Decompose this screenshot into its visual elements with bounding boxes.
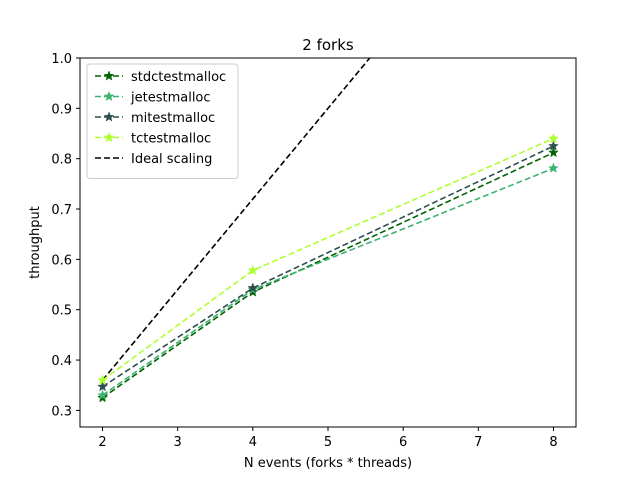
series-layer	[97, 58, 559, 403]
y-tick-label: 0.5	[51, 304, 72, 319]
x-tick-label: 4	[249, 435, 257, 450]
data-point-mitestmalloc	[97, 381, 108, 392]
ideal-scaling-line	[101, 58, 371, 381]
legend-marker	[103, 111, 115, 122]
legend-label: Ideal scaling	[131, 152, 212, 167]
legend-box	[86, 63, 239, 179]
data-point-jetestmalloc	[97, 389, 108, 400]
data-point-tctestmalloc	[548, 132, 559, 144]
axes: 2 3 4 5 6 7 8 0.3 0.4 0.5 0.6 0.7 0.8 0.9 1.0	[51, 52, 577, 450]
x-tick-label: 7	[474, 435, 482, 450]
x-tick-label: 2	[98, 435, 106, 450]
y-tick-label: 1.0	[51, 52, 72, 67]
data-point-tctestmalloc	[97, 374, 108, 385]
x-axis-label: N events (forks * threads)	[244, 456, 412, 471]
data-point-stdctestmalloc	[548, 146, 559, 158]
legend-label: mitestmalloc	[131, 111, 215, 126]
y-tick-label: 0.8	[51, 153, 72, 168]
y-axis-label: throughput	[28, 206, 43, 279]
y-tick-label: 0.3	[51, 404, 72, 419]
data-point-mitestmalloc	[247, 282, 259, 293]
y-tick-label: 0.9	[51, 102, 72, 117]
y-tick-label: 0.7	[51, 203, 72, 218]
data-point-mitestmalloc	[548, 140, 559, 151]
legend-label: stdctestmalloc	[131, 70, 226, 85]
x-tick-label: 8	[549, 435, 557, 450]
legend-marker	[103, 131, 115, 143]
legend-marker	[103, 70, 115, 81]
legend: stdctestmalloc jetestmalloc mitestmalloc tc…	[86, 63, 239, 179]
legend-label: tctestmalloc	[131, 132, 211, 147]
x-tick-label: 6	[399, 435, 407, 450]
data-point-jetestmalloc	[548, 162, 559, 173]
x-tick-label: 3	[174, 435, 182, 450]
data-point-tctestmalloc	[247, 264, 259, 276]
x-tick-label: 5	[324, 435, 332, 450]
series-line-mitestmalloc	[102, 145, 554, 388]
y-tick-label: 0.4	[51, 354, 72, 369]
legend-marker	[103, 90, 115, 102]
chart-title: 2 forks	[302, 36, 354, 54]
legend-label: jetestmalloc	[130, 91, 211, 106]
y-tick-label: 0.6	[51, 253, 72, 268]
